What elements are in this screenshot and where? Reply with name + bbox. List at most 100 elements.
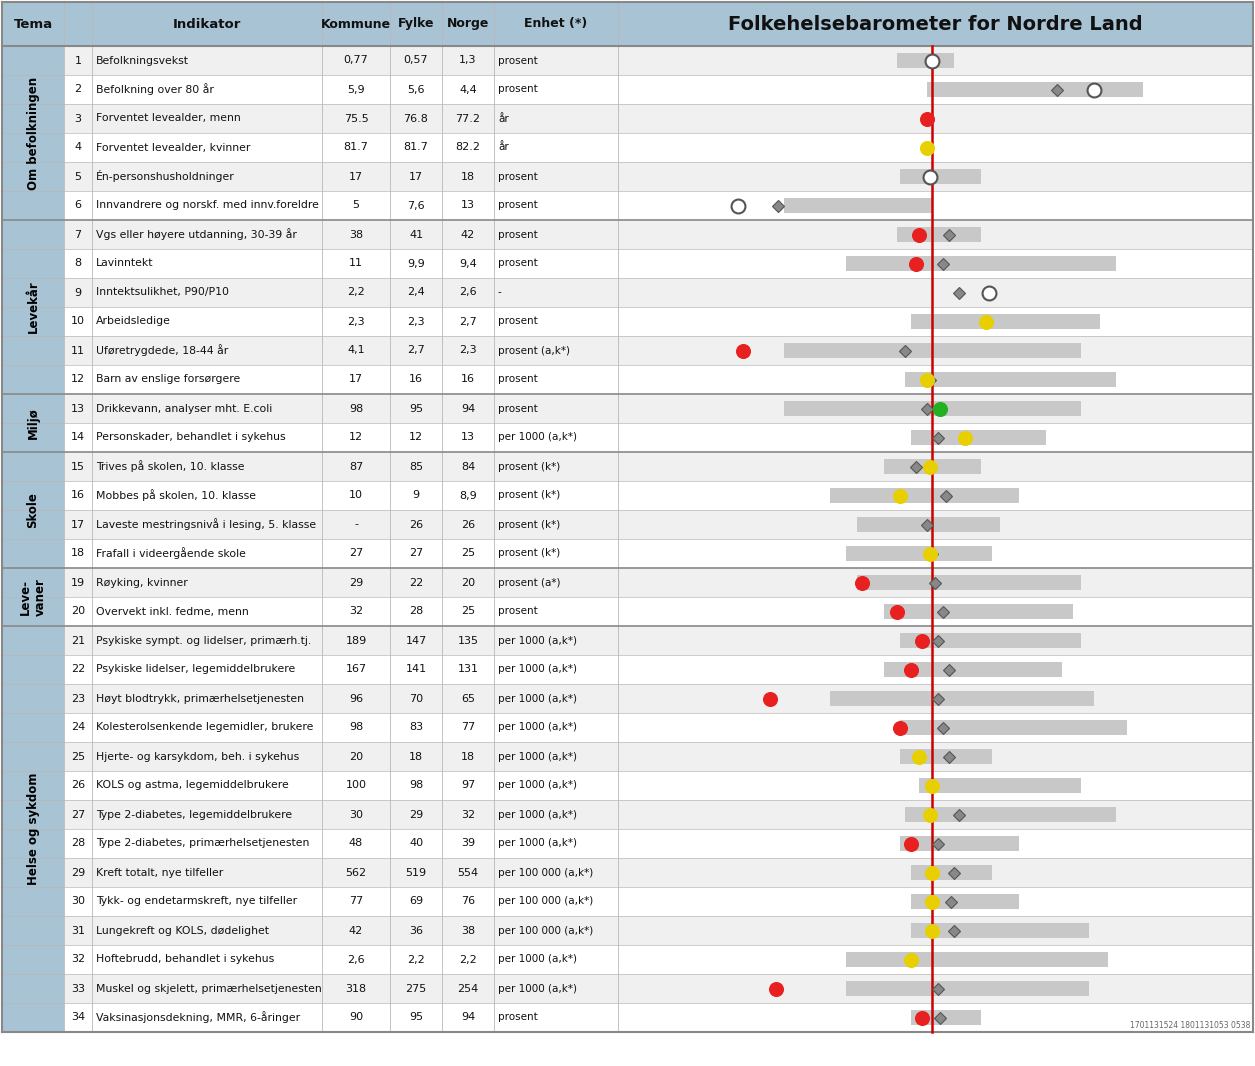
Text: 20: 20 [349, 752, 363, 761]
Text: 6: 6 [74, 200, 82, 210]
Text: 27: 27 [349, 549, 363, 559]
Text: Inntektsulikhet, P90/P10: Inntektsulikhet, P90/P10 [95, 288, 228, 297]
Text: 22: 22 [70, 664, 85, 675]
Text: 2,2: 2,2 [407, 954, 425, 965]
Bar [442, 944, 494, 974]
Bar [442, 220, 494, 249]
Bar [494, 626, 617, 655]
Text: 31: 31 [72, 925, 85, 936]
Bar [390, 568, 442, 597]
Bar [92, 539, 323, 568]
Bar [323, 655, 390, 684]
Bar [323, 944, 390, 974]
Bar [884, 662, 1062, 677]
Bar [323, 713, 390, 742]
Bar [617, 75, 1252, 104]
Text: 28: 28 [70, 839, 85, 849]
Bar [442, 800, 494, 829]
Text: Hjerte- og karsykdom, beh. i sykehus: Hjerte- og karsykdom, beh. i sykehus [95, 752, 299, 761]
Text: 98: 98 [409, 780, 423, 791]
Bar [494, 191, 617, 220]
Text: 41: 41 [409, 229, 423, 240]
Bar [919, 778, 1081, 793]
Text: per 1000 (a,k*): per 1000 (a,k*) [498, 954, 577, 965]
Text: 5: 5 [74, 172, 82, 181]
Text: per 1000 (a,k*): per 1000 (a,k*) [498, 723, 577, 732]
Text: per 100 000 (a,k*): per 100 000 (a,k*) [498, 925, 594, 936]
Bar [390, 771, 442, 800]
Bar [323, 916, 390, 944]
Bar [494, 539, 617, 568]
Text: Skole: Skole [26, 492, 39, 528]
Text: Arbeidsledige: Arbeidsledige [95, 317, 171, 326]
Bar [92, 481, 323, 510]
Bar [64, 481, 92, 510]
Text: Frafall i videergående skole: Frafall i videergående skole [95, 548, 246, 560]
Text: Forventet levealder, menn: Forventet levealder, menn [95, 113, 241, 124]
Text: Hoftebrudd, behandlet i sykehus: Hoftebrudd, behandlet i sykehus [95, 954, 275, 965]
Bar [617, 713, 1252, 742]
Bar [617, 539, 1252, 568]
Bar [617, 2, 1252, 46]
Bar [92, 104, 323, 133]
Bar [390, 2, 442, 46]
Bar [442, 2, 494, 46]
Text: 2,7: 2,7 [459, 317, 477, 326]
Text: 26: 26 [72, 780, 85, 791]
Bar [494, 771, 617, 800]
Text: 2,2: 2,2 [459, 954, 477, 965]
Bar [442, 365, 494, 394]
Bar [911, 314, 1099, 328]
Bar [911, 866, 991, 879]
Bar [323, 307, 390, 336]
Text: 131: 131 [458, 664, 478, 675]
Bar [64, 133, 92, 162]
Bar [617, 742, 1252, 771]
Text: 83: 83 [409, 723, 423, 732]
Text: Barn av enslige forsørgere: Barn av enslige forsørgere [95, 374, 240, 385]
Text: 76.8: 76.8 [404, 113, 428, 124]
Text: 2,4: 2,4 [407, 288, 425, 297]
Bar [323, 104, 390, 133]
Text: 40: 40 [409, 839, 423, 849]
Text: Lungekreft og KOLS, dødelighet: Lungekreft og KOLS, dødelighet [95, 925, 269, 936]
Bar [900, 169, 981, 183]
Bar [323, 974, 390, 1003]
Bar [323, 684, 390, 713]
Text: Laveste mestringsnivå i lesing, 5. klasse: Laveste mestringsnivå i lesing, 5. klass… [95, 518, 316, 531]
Text: per 1000 (a,k*): per 1000 (a,k*) [498, 839, 577, 849]
Text: 32: 32 [461, 809, 476, 820]
Bar [92, 887, 323, 916]
Text: Én-personshusholdninger: Én-personshusholdninger [95, 171, 235, 182]
Text: 13: 13 [461, 200, 474, 210]
Text: Befolkning over 80 år: Befolkning over 80 år [95, 83, 213, 96]
Bar [64, 539, 92, 568]
Bar [494, 249, 617, 278]
Bar [64, 75, 92, 104]
Bar [323, 278, 390, 307]
Text: 75.5: 75.5 [344, 113, 369, 124]
Text: 95: 95 [409, 1013, 423, 1022]
Bar [494, 394, 617, 423]
Bar [92, 46, 323, 75]
Text: -: - [498, 288, 502, 297]
Bar [617, 452, 1252, 481]
Text: 8,9: 8,9 [459, 490, 477, 501]
Bar [617, 829, 1252, 858]
Bar [3, 452, 64, 568]
Bar [617, 684, 1252, 713]
Bar [442, 452, 494, 481]
Text: Vaksinasjonsdekning, MMR, 6-åringer: Vaksinasjonsdekning, MMR, 6-åringer [95, 1012, 300, 1023]
Text: 39: 39 [461, 839, 476, 849]
Text: 167: 167 [345, 664, 366, 675]
Text: 26: 26 [409, 519, 423, 530]
Text: 81.7: 81.7 [404, 143, 428, 152]
Text: Psykiske lidelser, legemiddelbrukere: Psykiske lidelser, legemiddelbrukere [95, 664, 295, 675]
Bar [64, 829, 92, 858]
Text: 11: 11 [72, 345, 85, 355]
Bar [92, 336, 323, 365]
Bar [323, 858, 390, 887]
Bar [64, 916, 92, 944]
Bar [494, 452, 617, 481]
Bar [494, 944, 617, 974]
